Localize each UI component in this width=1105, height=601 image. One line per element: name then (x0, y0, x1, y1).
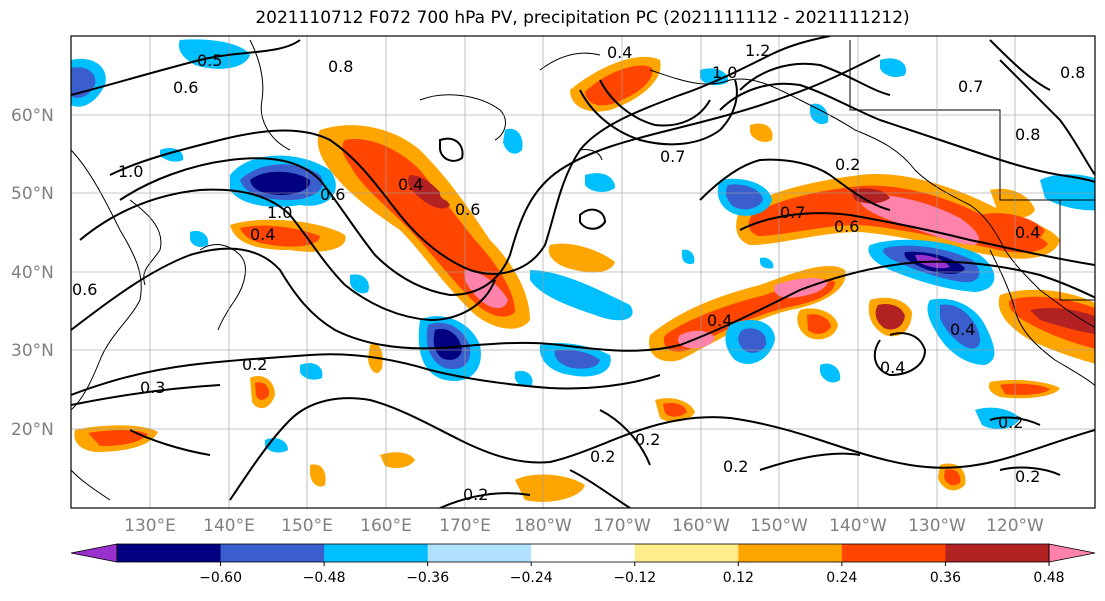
lon-label: 170°W (593, 516, 651, 536)
colorbar-segment (531, 544, 636, 562)
lon-label: 120°W (986, 516, 1044, 536)
pv-contours (71, 36, 1095, 508)
contour-label: 0.4 (880, 358, 905, 377)
colorbar-frame (116, 543, 1050, 563)
contour-label: 1.2 (745, 41, 770, 60)
lon-label: 130°W (908, 516, 966, 536)
contour-label: 0.4 (950, 320, 975, 339)
lon-label: 160°E (360, 516, 412, 536)
colorbar-tick-label: −0.36 (406, 570, 449, 586)
contour-label: 1.0 (118, 162, 143, 181)
contour-label: 0.7 (660, 147, 685, 166)
colorbar (70, 543, 1096, 563)
colorbar-tick-label: −0.60 (199, 570, 242, 586)
contour-label: 0.6 (834, 217, 859, 236)
pv-contour-labels: 0.5 0.6 0.8 1.0 0.4 1.2 0.6 0.7 0.8 1.0 … (72, 41, 1085, 504)
colorbar-segment (117, 544, 222, 562)
contour-label: 1.0 (712, 63, 737, 82)
contour-label: 0.5 (197, 51, 222, 70)
lon-label: 150°E (281, 516, 333, 536)
colorbar-extend-high (1048, 543, 1096, 563)
colorbar-segment (634, 544, 739, 562)
contour-label: 0.4 (707, 311, 732, 330)
lon-label: 140°E (203, 516, 255, 536)
contour-label: 0.7 (780, 203, 805, 222)
colorbar-tick-label: 0.36 (930, 570, 961, 586)
contour-label: 0.2 (590, 447, 615, 466)
colorbar-tick-label: 0.24 (826, 570, 857, 586)
colorbar-tick-label: 0.12 (723, 570, 754, 586)
colorbar-tick-label: 0.48 (1033, 570, 1064, 586)
contour-label: 0.6 (455, 200, 480, 219)
contour-label: 0.8 (1015, 125, 1040, 144)
colorbar-segment (945, 544, 1050, 562)
lon-label: 130°E (124, 516, 176, 536)
lon-label: 150°W (750, 516, 808, 536)
lon-label: 180°W (514, 516, 572, 536)
colorbar-extend-low (70, 543, 118, 563)
lat-label: 50°N (11, 184, 54, 204)
contour-label: 0.2 (835, 155, 860, 174)
map-frame (70, 35, 1096, 509)
colorbar-tick-label: −0.12 (613, 570, 656, 586)
contour-label: 0.7 (958, 77, 983, 96)
lat-label: 40°N (11, 263, 54, 283)
contour-label: 0.8 (1060, 63, 1085, 82)
contour-label: 0.2 (635, 430, 660, 449)
lon-label: 140°W (829, 516, 887, 536)
lon-label: 160°W (672, 516, 730, 536)
lat-label: 30°N (11, 341, 54, 361)
contour-label: 0.4 (250, 225, 275, 244)
colorbar-segment (220, 544, 325, 562)
contour-label: 0.4 (607, 43, 632, 62)
contour-label: 0.2 (998, 413, 1023, 432)
contour-label: 0.6 (173, 78, 198, 97)
latitude-labels: 60°N 50°N 40°N 30°N 20°N (11, 106, 54, 440)
contour-label: 0.3 (140, 378, 165, 397)
chart-title: 2021110712 F072 700 hPa PV, precipitatio… (255, 8, 910, 28)
colorbar-tick-label: −0.24 (510, 570, 553, 586)
coastlines (71, 39, 1095, 501)
contour-label: 0.6 (320, 185, 345, 204)
colorbar-segment (324, 544, 429, 562)
contour-label: 0.8 (328, 57, 353, 76)
contour-label: 0.4 (398, 175, 423, 194)
contour-label: 0.2 (242, 355, 267, 374)
colorbar-tick-label: −0.48 (303, 570, 346, 586)
contour-label: 0.6 (72, 280, 97, 299)
lon-label: 170°E (439, 516, 491, 536)
contour-label: 0.2 (723, 457, 748, 476)
contour-label: 0.4 (1015, 223, 1040, 242)
longitude-labels: 130°E 140°E 150°E 160°E 170°E 180°W 170°… (124, 516, 1044, 536)
lat-label: 20°N (11, 420, 54, 440)
colorbar-segment (738, 544, 843, 562)
lat-label: 60°N (11, 106, 54, 126)
contour-label: 0.2 (1015, 467, 1040, 486)
contour-label: 1.0 (267, 203, 292, 222)
colorbar-segment (427, 544, 532, 562)
colorbar-ticks: −0.60 −0.48 −0.36 −0.24 −0.12 0.12 0.24 0.36 0.4… (199, 562, 1065, 586)
colorbar-segment (841, 544, 946, 562)
contour-label: 0.2 (463, 485, 488, 504)
